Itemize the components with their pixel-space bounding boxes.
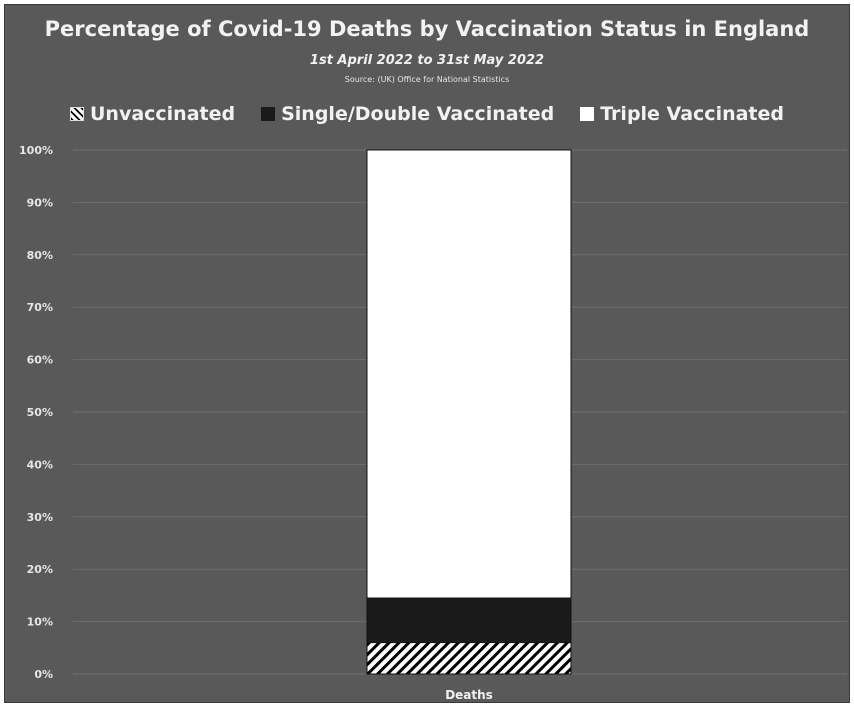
y-tick-label: 50% bbox=[27, 406, 53, 419]
legend-item-unvaccinated: Unvaccinated bbox=[69, 103, 236, 125]
bar-segment-triple-vaccinated bbox=[366, 149, 572, 599]
y-tick-label: 70% bbox=[27, 301, 53, 314]
bar-segment-unvaccinated bbox=[366, 642, 572, 675]
y-tick-label: 80% bbox=[27, 249, 53, 262]
y-tick-label: 60% bbox=[27, 354, 53, 367]
x-category-label: Deaths bbox=[445, 688, 493, 702]
legend-swatch-triple bbox=[580, 107, 595, 121]
legend-label-single-double: Single/Double Vaccinated bbox=[281, 103, 555, 125]
legend-swatch-unvaccinated bbox=[69, 107, 84, 121]
y-tick-label: 10% bbox=[27, 616, 53, 629]
legend-swatch-single-double bbox=[261, 107, 276, 121]
y-tick-label: 40% bbox=[27, 458, 53, 471]
y-tick-label: 0% bbox=[34, 668, 53, 681]
y-tick-label: 100% bbox=[19, 144, 53, 157]
legend: Unvaccinated Single/Double Vaccinated Tr… bbox=[5, 103, 849, 125]
y-tick-label: 30% bbox=[27, 511, 53, 524]
chart-subtitle: 1st April 2022 to 31st May 2022 bbox=[309, 53, 545, 68]
legend-label-unvaccinated: Unvaccinated bbox=[89, 103, 236, 125]
legend-item-single-double: Single/Double Vaccinated bbox=[261, 103, 554, 125]
legend-label-triple: Triple Vaccinated bbox=[600, 103, 784, 125]
bar-segment-single-double-vaccinated bbox=[366, 597, 572, 644]
chart-title: Percentage of Covid-19 Deaths by Vaccina… bbox=[44, 17, 810, 41]
y-tick-label: 20% bbox=[27, 563, 53, 576]
y-tick-label: 90% bbox=[27, 196, 53, 209]
chart-frame: Percentage of Covid-19 Deaths by Vaccina… bbox=[4, 4, 850, 703]
legend-item-triple: Triple Vaccinated bbox=[580, 103, 784, 125]
plot-area: 0% 10% 20% 30% 40% 50% 60% 70% 80% 90% 100% Deaths bbox=[19, 144, 847, 702]
chart-source: Source: (UK) Office for National Statist… bbox=[344, 75, 510, 84]
